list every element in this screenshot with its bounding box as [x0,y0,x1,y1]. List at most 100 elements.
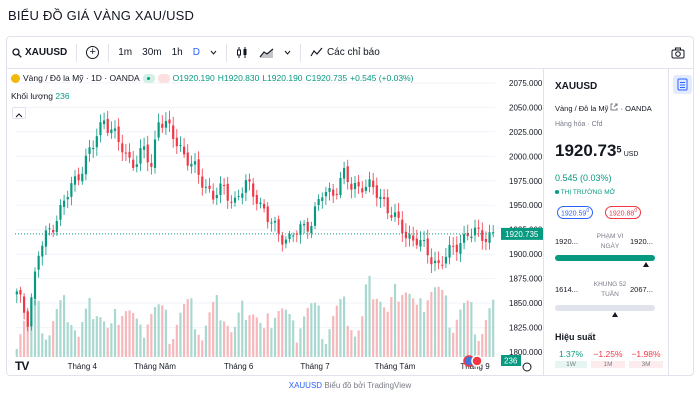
legend-title: Vàng / Đô la Mỹ · 1D · OANDA [23,73,140,83]
snapshot-button[interactable] [666,37,693,68]
candle-body [204,186,207,188]
candle-body [23,296,26,313]
candle-body [404,231,407,239]
candle-body [273,220,277,223]
candle-body [110,129,113,134]
candle-body [135,164,138,167]
ask-value: 1920.88 [609,210,635,218]
candle-body [332,189,335,196]
volume-bar [419,298,422,357]
perf-item: 1.37% 1W [555,349,587,368]
volume-bar [197,334,200,357]
candle-body [481,230,484,241]
volume-bar [99,317,102,357]
candle-body [452,245,455,247]
chart-type-dropdown[interactable] [279,37,296,68]
volume-value: 236 [55,91,70,101]
candle-body [117,126,120,143]
price-chart[interactable]: 1800.000 1825.000 1850.000 1875.000 1900.000… [7,69,544,376]
candle-body [459,243,462,254]
interval-d[interactable]: D [192,47,200,58]
volume-bar [470,301,473,357]
bid-sup: 0 [586,208,590,214]
volume-bar [241,300,244,357]
candle-body [241,193,244,198]
y-tick-label: 2075.000 [509,79,543,88]
day-range-label: PHẠM VI NGÀY [596,233,624,250]
ask-sup: 0 [634,208,638,214]
candle-body [84,155,87,175]
attribution[interactable]: XAUUSD Biểu đồ bởi TradingView [0,381,700,390]
chart-type-button[interactable] [254,37,279,68]
volume-bar [284,309,287,357]
volume-bar [259,322,262,357]
ask-pill[interactable]: 1920.880 [605,206,642,220]
candle-body [310,226,313,234]
y-tick-label: 1800.000 [509,348,543,357]
symbol-search[interactable]: XAUUSD [7,37,72,68]
volume-bar [423,312,426,357]
y-tick-label: 2000.000 [509,152,543,161]
volume-bar [139,324,142,357]
week52-label: KHUNG 52 TUẦN [593,281,627,298]
candle-body [466,232,469,237]
candle-body [379,196,382,200]
y-tick-label: 1900.000 [509,250,543,259]
attribution-text: Biểu đồ bởi TradingView [324,381,412,390]
bar-style-button[interactable] [231,37,254,68]
day-low: 1920... [555,237,578,246]
volume-bar [317,305,320,357]
volume-bar [186,299,189,357]
details-toggle-button[interactable] [673,75,692,94]
volume-bar [426,300,429,357]
volume-bar [295,342,298,357]
interval-dropdown[interactable] [205,37,222,68]
volume-bar [219,320,222,357]
candle-body [263,203,266,209]
candle-body [357,181,360,187]
day-range-marker [643,262,649,267]
chart-area[interactable]: 1800.000 1825.000 1850.000 1875.000 1900.000… [7,69,544,376]
volume-bar [481,333,484,357]
volume-bar [153,307,157,357]
indicators-button[interactable]: Các chỉ báo [305,37,385,68]
candle-body [259,202,262,205]
volume-bar [190,298,193,357]
volume-bar [70,324,73,357]
x-tick-label: Tháng 4 [68,362,98,371]
interval-1m[interactable]: 1m [118,47,133,58]
volume-bar [393,283,397,357]
volume-bar [463,303,466,357]
candle-body [364,186,367,191]
volume-bar [379,301,382,357]
volume-bar [183,303,186,357]
volume-bar [390,297,393,357]
volume-bar [441,289,444,357]
candle-body [306,221,309,232]
candle-body [113,128,117,131]
volume-bar [248,315,251,357]
interval-1h[interactable]: 1h [171,47,183,58]
candle-body [397,211,400,218]
volume-bar [117,324,120,357]
volume-bar [66,322,69,357]
candle-body [128,151,131,158]
collapse-legend-button[interactable] [12,107,26,119]
volume-bar [172,338,175,357]
volume-bar [335,305,338,357]
volume-legend: Khối lượng 236 [11,91,70,101]
perf-item: −1.98% 3M [629,349,663,368]
perf-period: 1W [555,361,587,368]
volume-badge [501,355,521,366]
bid-pill[interactable]: 1920.590 [557,206,594,220]
volume-bar [37,301,40,357]
candle-body [63,200,66,207]
candle-body [426,238,429,256]
week52-range-bar [555,305,655,311]
compare-button[interactable]: + [81,37,104,68]
interval-30m[interactable]: 30m [142,47,162,58]
volume-bar [244,319,247,357]
last-price-label: 1920.735 [505,230,539,239]
camera-icon [671,47,685,58]
candle-body [77,174,80,181]
